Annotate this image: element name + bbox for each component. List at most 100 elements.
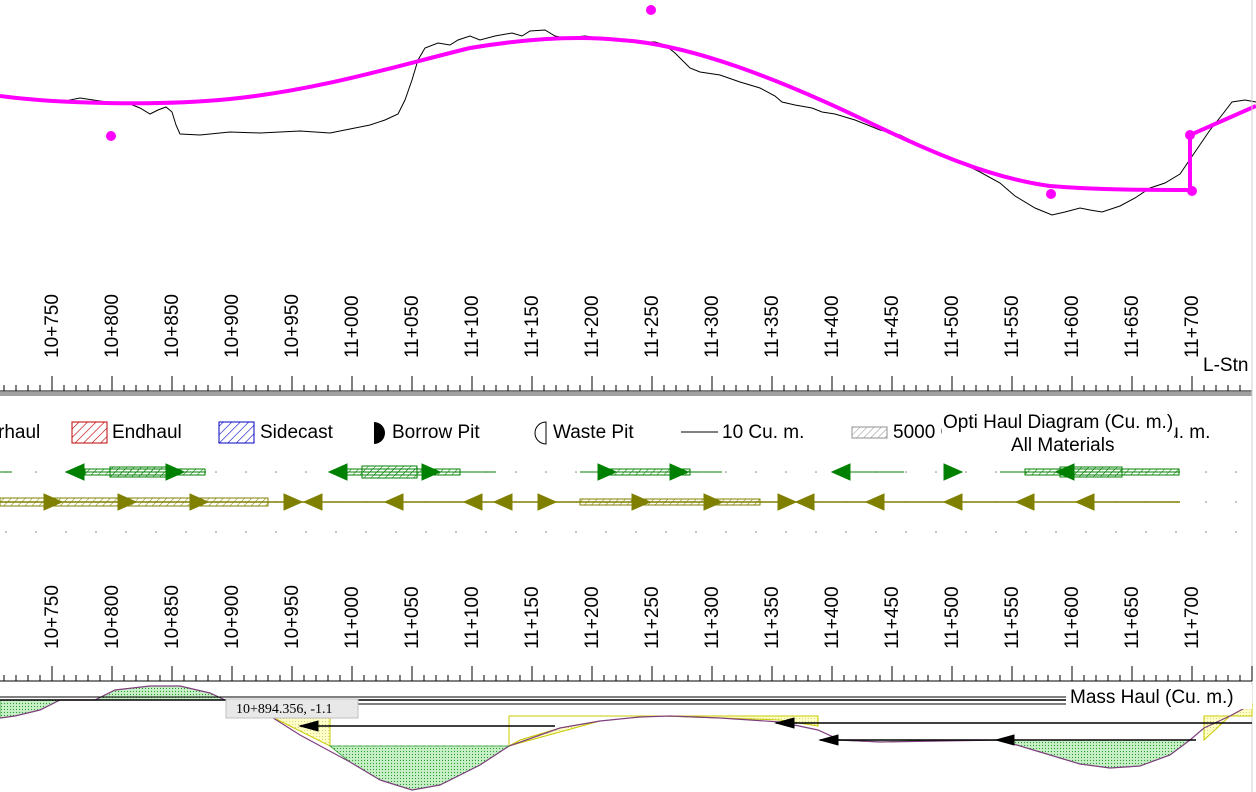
grid-dot — [605, 531, 607, 533]
grid-dot — [425, 531, 427, 533]
grid-dot — [1235, 471, 1237, 473]
cursor-readout-tooltip: 10+894.356, -1.1 — [225, 698, 359, 719]
masshaul-station-label: 11+650 — [1122, 586, 1143, 649]
grid-dot — [125, 531, 127, 533]
pvi-point[interactable] — [646, 5, 656, 15]
pvi-point[interactable] — [1185, 130, 1195, 140]
cursor-readout: 10+894.356, -1.1 — [236, 702, 333, 717]
masshaul-station-label: 10+900 — [222, 585, 243, 649]
pvi-point[interactable] — [106, 131, 116, 141]
haul-row-green — [0, 463, 1180, 481]
legend-borrow-pit-label: Borrow Pit — [392, 422, 480, 443]
profile-station-label: 11+150 — [522, 295, 543, 358]
masshaul-fill-yellow — [508, 715, 819, 747]
haul-row-olive — [0, 493, 1180, 511]
profile-station-label: 11+450 — [882, 295, 903, 358]
sidecast-swatch — [218, 421, 255, 444]
haul-diagram-title: Opti Haul Diagram (Cu. m.) — [943, 412, 1173, 433]
profile-station-label: 10+800 — [102, 294, 123, 358]
design-profile-line — [0, 36, 1193, 192]
masshaul-title: Mass Haul (Cu. m.) — [1070, 687, 1234, 708]
masshaul-station-label: 10+750 — [42, 585, 63, 649]
grid-dot — [1085, 531, 1087, 533]
masshaul-station-label: 11+450 — [882, 586, 903, 649]
profile-station-label: 11+000 — [342, 295, 363, 358]
grid-dot — [665, 531, 667, 533]
profile-station-label: 11+400 — [822, 295, 843, 358]
legend-freehaul-label: rhaul — [0, 422, 40, 443]
grid-dot — [1235, 531, 1237, 533]
grid-dot — [95, 531, 97, 533]
legend-scale-10-label: 10 Cu. m. — [722, 422, 804, 443]
haul-legend: rhaul Endhaul Sidecast Borrow Pit Waste … — [0, 410, 1210, 456]
masshaul-station-label: 11+550 — [1002, 586, 1023, 649]
borrow-pit-icon — [374, 422, 385, 444]
grid-dot — [35, 471, 37, 473]
grid-dot — [755, 531, 757, 533]
masshaul-station-label: 11+050 — [402, 586, 423, 649]
masshaul-station-label: 11+700 — [1182, 586, 1203, 649]
grid-dot — [335, 531, 337, 533]
haul-diagram-subtitle: All Materials — [1011, 435, 1114, 456]
mass-haul-diagram: Mass Haul (Cu. m.) 10+894.356, -1.1 — [0, 685, 1253, 791]
grid-dot — [755, 471, 757, 473]
masshaul-curve — [0, 685, 1253, 791]
design-profile-vertical-tie — [1188, 104, 1256, 190]
grid-dot — [845, 531, 847, 533]
legend-endhaul-label: Endhaul — [112, 422, 182, 443]
grid-dot — [305, 471, 307, 473]
grid-dot — [515, 531, 517, 533]
grid-dot — [1205, 501, 1207, 503]
endhaul-swatch — [71, 421, 108, 444]
grid-dot — [395, 531, 397, 533]
masshaul-station-label: 11+250 — [642, 586, 663, 649]
view-separator — [0, 392, 1252, 396]
grid-dot — [455, 531, 457, 533]
grid-dot — [965, 531, 967, 533]
legend-waste-pit-label: Waste Pit — [553, 422, 634, 443]
grid-dot — [305, 531, 307, 533]
masshaul-station-label: 10+950 — [282, 585, 303, 649]
grid-dot — [1175, 531, 1177, 533]
masshaul-fill-green — [0, 699, 61, 719]
grid-dot — [545, 531, 547, 533]
profile-station-label: 10+950 — [282, 294, 303, 358]
profile-station-label: 11+300 — [702, 295, 723, 358]
waste-pit-icon — [534, 421, 547, 445]
masshaul-fill-yellow — [269, 715, 331, 747]
grid-dot — [185, 531, 187, 533]
legend-sidecast-label: Sidecast — [260, 422, 334, 443]
grid-dot — [635, 531, 637, 533]
masshaul-title-backdrop — [1066, 685, 1252, 709]
masshaul-fill-green — [94, 685, 226, 701]
profile-axis-label: L-Stn — [1203, 355, 1248, 376]
grid-dot — [725, 471, 727, 473]
haul-title-backdrop — [942, 410, 1174, 454]
masshaul-station-label: 10+850 — [162, 585, 183, 649]
pvi-point[interactable] — [1046, 189, 1056, 199]
grid-dot — [275, 471, 277, 473]
grid-dot — [65, 531, 67, 533]
grid-dot — [1205, 471, 1207, 473]
grid-dot — [785, 471, 787, 473]
profile-station-label: 11+100 — [462, 295, 483, 358]
grid-dot — [545, 471, 547, 473]
grid-dot — [935, 531, 937, 533]
grid-dot — [215, 531, 217, 533]
profile-station-label: 11+250 — [642, 295, 663, 358]
profile-station-label: 10+750 — [42, 294, 63, 358]
profile-station-label: 10+900 — [222, 294, 243, 358]
grid-dot — [215, 471, 217, 473]
pvi-point[interactable] — [1187, 186, 1197, 196]
grid-dot — [485, 531, 487, 533]
profile-view — [0, 5, 1256, 216]
masshaul-station-label: 11+500 — [942, 586, 963, 649]
masshaul-fill-green — [999, 739, 1192, 769]
grid-dot — [275, 531, 277, 533]
grid-dot — [155, 531, 157, 533]
masshaul-station-label: 11+400 — [822, 586, 843, 649]
grid-dot — [965, 471, 967, 473]
grid-dot — [575, 531, 577, 533]
grid-dot — [935, 471, 937, 473]
